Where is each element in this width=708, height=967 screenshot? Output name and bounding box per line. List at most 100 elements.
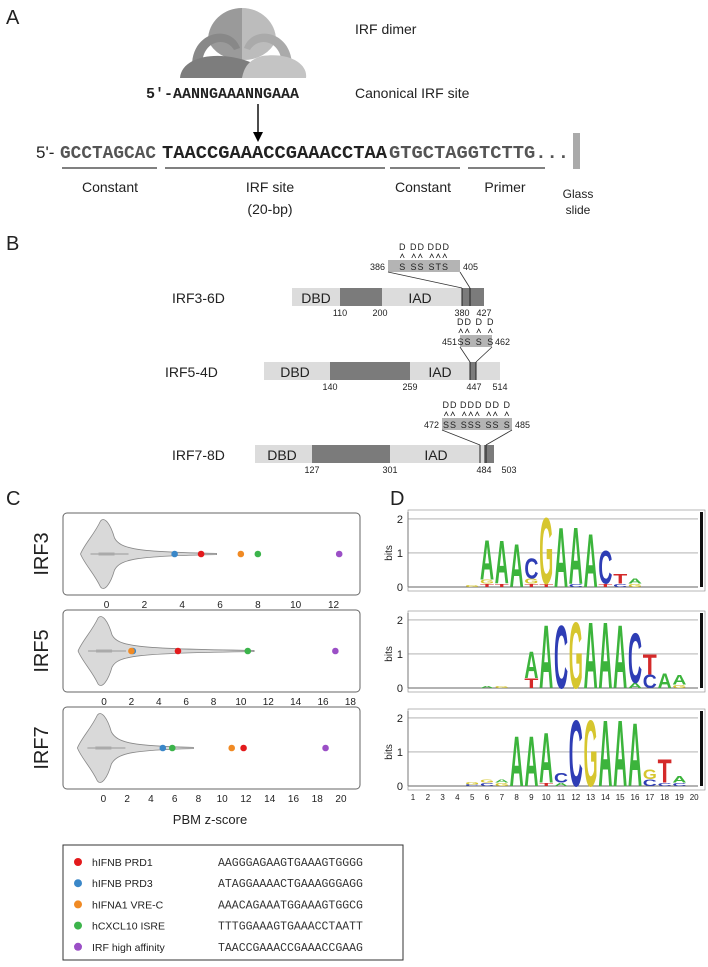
- x-axis-label: PBM z-score: [173, 812, 247, 827]
- mutation: DD: [485, 400, 500, 410]
- x-tick-label: 18: [312, 794, 324, 805]
- residue: SS: [410, 262, 424, 272]
- legend-label: hIFNB PRD3: [92, 878, 153, 890]
- point: [244, 647, 252, 655]
- caret: [492, 411, 498, 417]
- residue: SS: [485, 420, 499, 430]
- legend-marker: [74, 858, 82, 866]
- logo-letter: T: [524, 583, 538, 588]
- point: [335, 550, 343, 558]
- x-tick-label: 12: [263, 697, 275, 708]
- logo-letter: A: [658, 670, 672, 693]
- logo-letter: A: [495, 528, 509, 597]
- caret: [435, 253, 441, 259]
- x-tick-label: 16: [288, 794, 300, 805]
- x-tick-label: 11: [557, 793, 566, 802]
- logo-letter: C: [628, 620, 642, 699]
- mutation: DD: [457, 317, 472, 327]
- domain-label: DBD: [267, 447, 297, 463]
- zoom-box: [460, 335, 492, 347]
- residue-number: 484: [476, 465, 491, 475]
- x-tick-label: 16: [317, 697, 329, 708]
- construct-name: IRF7-8D: [172, 447, 225, 463]
- x-tick-label: 14: [290, 697, 302, 708]
- caret: [443, 411, 449, 417]
- point: [174, 647, 182, 655]
- residue-number: 427: [476, 308, 491, 318]
- logo-letter: G: [524, 577, 538, 585]
- logo-letter: T: [658, 754, 672, 791]
- x-tick-label: 8: [196, 794, 202, 805]
- logo-letter: T: [495, 583, 509, 588]
- x-tick-label: 15: [616, 793, 625, 802]
- logo-letter: A: [584, 603, 598, 708]
- residue: S: [487, 337, 494, 347]
- point: [197, 550, 205, 558]
- caret: [417, 253, 423, 259]
- logo-letter: C: [480, 782, 494, 787]
- logo-letter: A: [480, 529, 494, 592]
- x-tick-label: 5: [470, 793, 475, 802]
- y-tick-label: 0: [397, 582, 403, 594]
- residue-number: 447: [466, 382, 481, 392]
- y-tick-label: 1: [397, 548, 403, 560]
- y-tick-label: 2: [397, 615, 403, 627]
- mutation: DD: [410, 242, 425, 252]
- x-tick-label: 12: [240, 794, 252, 805]
- logo-letter: C: [569, 701, 583, 806]
- x-tick-label: 20: [690, 793, 699, 802]
- logo-letter: G: [480, 578, 494, 584]
- panel-label: B: [6, 233, 19, 255]
- caret: [450, 411, 456, 417]
- x-tick-label: 4: [179, 600, 185, 611]
- construct-name: IRF3-6D: [172, 290, 225, 306]
- residue-number: 405: [463, 262, 478, 272]
- logo-letter: C: [569, 583, 583, 588]
- logo-letter: A: [524, 645, 538, 687]
- segment-label: IRF site: [246, 179, 294, 195]
- caret: [504, 411, 510, 417]
- x-tick-label: 20: [335, 794, 347, 805]
- x-tick-label: 8: [255, 600, 261, 611]
- x-tick-label: 6: [217, 600, 223, 611]
- legend-label: IRF high affinity: [92, 942, 166, 954]
- point: [171, 550, 178, 558]
- logo-letter: T: [480, 583, 494, 588]
- logo-letter: G: [672, 684, 686, 689]
- x-tick-label: 16: [631, 793, 640, 802]
- residue-number: 386: [370, 262, 385, 272]
- site-length: (20-bp): [247, 201, 292, 217]
- slide-label: slide: [566, 203, 591, 217]
- logo-letter: A: [672, 775, 686, 786]
- x-tick-label: 4: [148, 794, 154, 805]
- zoom-box: [442, 418, 512, 430]
- caret: [399, 253, 405, 259]
- caret: [429, 253, 435, 259]
- plot-frame: [62, 609, 361, 693]
- x-tick-label: 10: [217, 794, 229, 805]
- x-tick-label: 14: [601, 793, 610, 802]
- mutation: D: [487, 317, 495, 327]
- logo-letter: A: [510, 723, 524, 802]
- zoom-box: [388, 260, 460, 272]
- domain-label: IAD: [408, 290, 431, 306]
- dimer-label: IRF dimer: [355, 21, 417, 37]
- logo-letter: G: [628, 583, 642, 588]
- logo-letter: C: [524, 554, 538, 586]
- frame: [407, 708, 706, 791]
- logo-letter: A: [628, 682, 643, 690]
- legend-label: hCXCL10 ISRE: [92, 921, 165, 933]
- probe-prefix: 5'-: [36, 143, 54, 162]
- logo-letter: T: [524, 676, 538, 692]
- y-axis-label: bits: [384, 744, 395, 760]
- violin: [76, 713, 194, 783]
- panel-label: D: [390, 488, 404, 510]
- logo-letter: C: [554, 606, 568, 707]
- y-axis-label: bits: [384, 545, 395, 561]
- irf-dimer-icon: [180, 8, 307, 78]
- x-tick-label: 2: [426, 793, 431, 802]
- y-tick-label: 0: [397, 781, 403, 793]
- logo-letter: C: [554, 770, 568, 786]
- x-tick-label: 6: [485, 793, 490, 802]
